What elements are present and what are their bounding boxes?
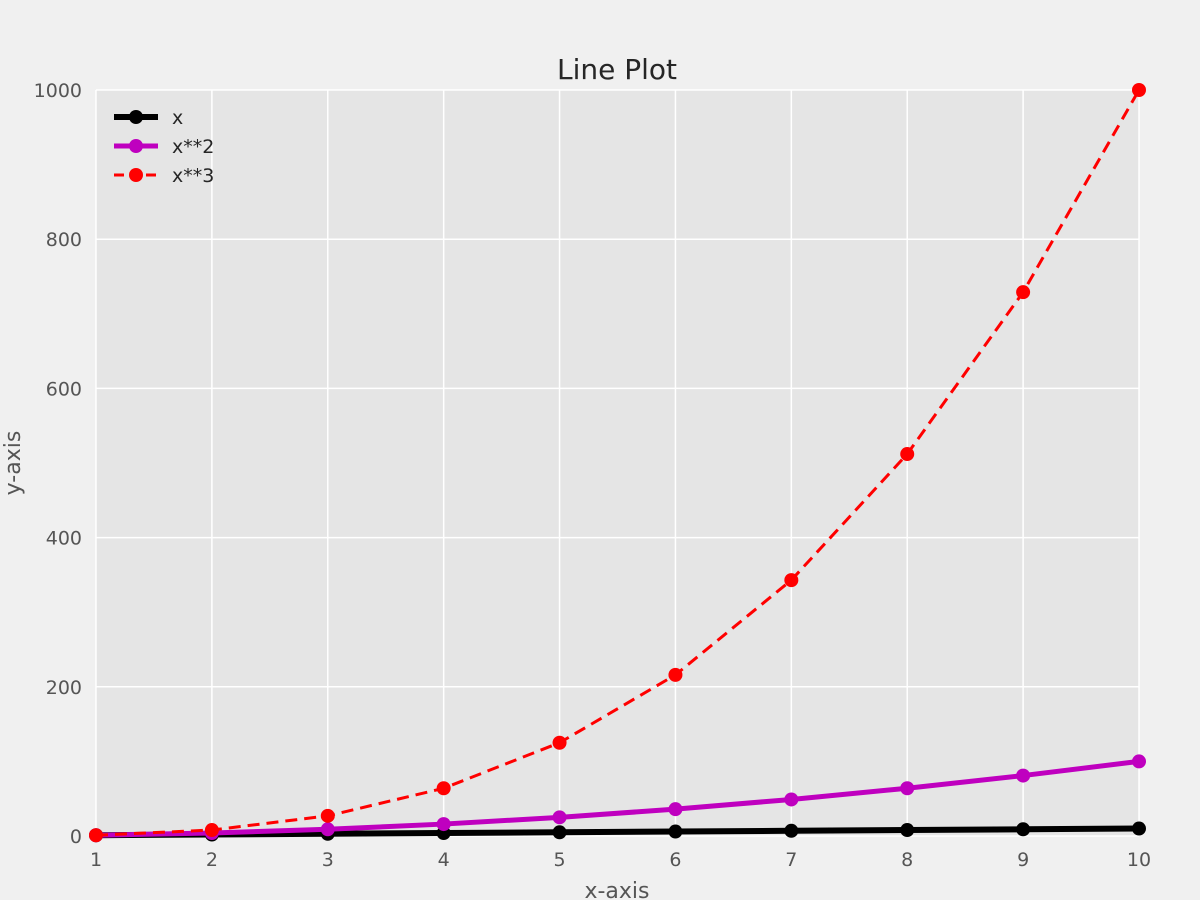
x-tick-label: 6 [669, 849, 681, 871]
legend-swatch-marker [129, 139, 143, 153]
series-2-point [900, 781, 915, 796]
series-2-line [95, 758, 1140, 838]
chart-title: Line Plot [557, 53, 677, 86]
y-tick-label: 0 [70, 826, 82, 848]
series-3-point [784, 573, 799, 588]
series-1-line [95, 825, 1140, 839]
x-tick-label: 9 [1017, 849, 1029, 871]
series-3-point [900, 447, 915, 462]
legend-swatch-marker [129, 168, 143, 182]
series-2-point [1016, 768, 1031, 783]
series-2 [89, 754, 1146, 843]
x-tick-label: 5 [554, 849, 566, 871]
legend-label: x**3 [172, 165, 214, 187]
legend-label: x [172, 107, 183, 129]
series-3-point [1132, 83, 1146, 97]
series-3 [89, 83, 1146, 843]
legend-swatch-marker [129, 110, 143, 124]
series-3-point [89, 828, 103, 843]
x-tick-label: 10 [1127, 849, 1151, 871]
x-tick-label: 3 [322, 849, 334, 871]
x-tick-label: 1 [90, 849, 102, 871]
x-tick-label: 2 [206, 849, 218, 871]
legend: x x**2 x**3 [114, 107, 214, 187]
y-tick-label: 800 [46, 229, 82, 251]
plot-area [96, 90, 1139, 836]
series-3-point [320, 808, 335, 823]
series-1-point [668, 824, 683, 839]
series-1-point [784, 823, 799, 838]
series-2-point [552, 810, 567, 825]
series-1-point [1132, 821, 1146, 836]
x-gridlines [95, 90, 1140, 836]
series-2-point [784, 792, 799, 807]
y-axis-label: y-axis [1, 431, 26, 496]
series-2-point [320, 822, 335, 837]
series-layer [89, 83, 1146, 843]
legend-item: x [114, 107, 183, 129]
y-tick-labels: 0 200 400 600 800 1000 [34, 80, 82, 848]
series-3-point [204, 823, 219, 838]
x-axis-label: x-axis [584, 879, 649, 900]
x-tick-label: 4 [438, 849, 450, 871]
x-tick-labels: 1 2 3 4 5 6 7 8 9 10 [90, 849, 1151, 871]
series-3-point [668, 667, 683, 682]
series-1-point [552, 825, 567, 840]
series-2-point [436, 817, 451, 832]
legend-item: x**2 [114, 136, 214, 158]
legend-item: x**3 [114, 165, 214, 187]
series-3-point [436, 781, 451, 796]
y-tick-label: 400 [46, 528, 82, 550]
y-tick-label: 600 [46, 378, 82, 400]
x-tick-label: 7 [785, 849, 797, 871]
series-1-point [900, 823, 915, 838]
series-2-point [1132, 754, 1146, 769]
y-tick-label: 200 [46, 677, 82, 699]
x-tick-label: 8 [901, 849, 913, 871]
legend-label: x**2 [172, 136, 214, 158]
series-3-point [552, 735, 567, 750]
y-tick-label: 1000 [34, 80, 82, 102]
series-3-point [1016, 285, 1031, 300]
series-1-point [1016, 822, 1031, 837]
series-2-point [668, 802, 683, 817]
series-3-line [95, 89, 1141, 837]
